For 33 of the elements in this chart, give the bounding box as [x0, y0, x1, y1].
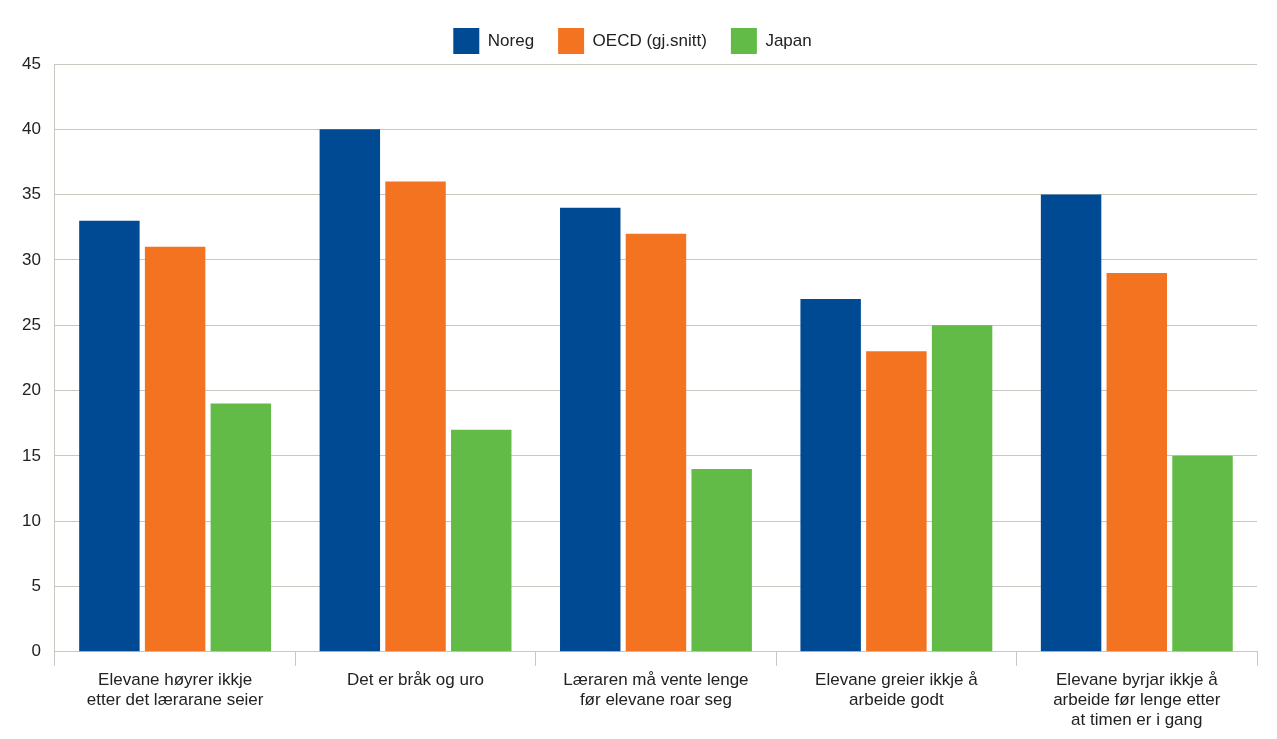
y-tick-label: 40 [21, 119, 41, 138]
bar [1040, 194, 1102, 652]
legend-label: Noreg [487, 30, 535, 50]
bar [144, 246, 206, 652]
y-tick-label: 10 [21, 510, 41, 530]
y-tick-label: 25 [21, 314, 41, 334]
y-tick-label: 15 [21, 445, 41, 465]
bar [1172, 455, 1233, 652]
bar [866, 351, 927, 652]
bar [1106, 273, 1168, 652]
y-tick-label: 35 [21, 184, 41, 204]
bar [931, 325, 993, 652]
bar [79, 220, 140, 652]
x-tick-label: Elevane greier ikkje å arbeide godt [815, 669, 979, 710]
y-tick-label: 0 [31, 641, 41, 661]
x-tick-label: Læraren må vente lenge før elevane roar seg [563, 669, 749, 710]
bar [691, 468, 752, 652]
y-tick-label: 20 [21, 380, 41, 400]
y-tick-label: 5 [31, 576, 41, 596]
bar [210, 403, 272, 652]
bar [625, 233, 687, 652]
legend-label: Japan [765, 30, 812, 50]
bar [451, 429, 512, 652]
legend-label: OECD (gj.snitt) [592, 30, 707, 50]
bar [385, 181, 446, 652]
x-tick-label: Elevane byrjar ikkje å arbeide før lenge etter at timen er i gang [1053, 669, 1221, 730]
x-tick-label: Elevane høyrer ikkje etter det lærarane seier [86, 669, 264, 710]
x-tick-label: Det er bråk og uro [347, 669, 485, 689]
bar [560, 207, 621, 652]
y-tick-label: 45 [21, 53, 41, 73]
y-tick-label: 30 [21, 249, 41, 269]
bar [319, 129, 381, 652]
bar [800, 299, 861, 652]
